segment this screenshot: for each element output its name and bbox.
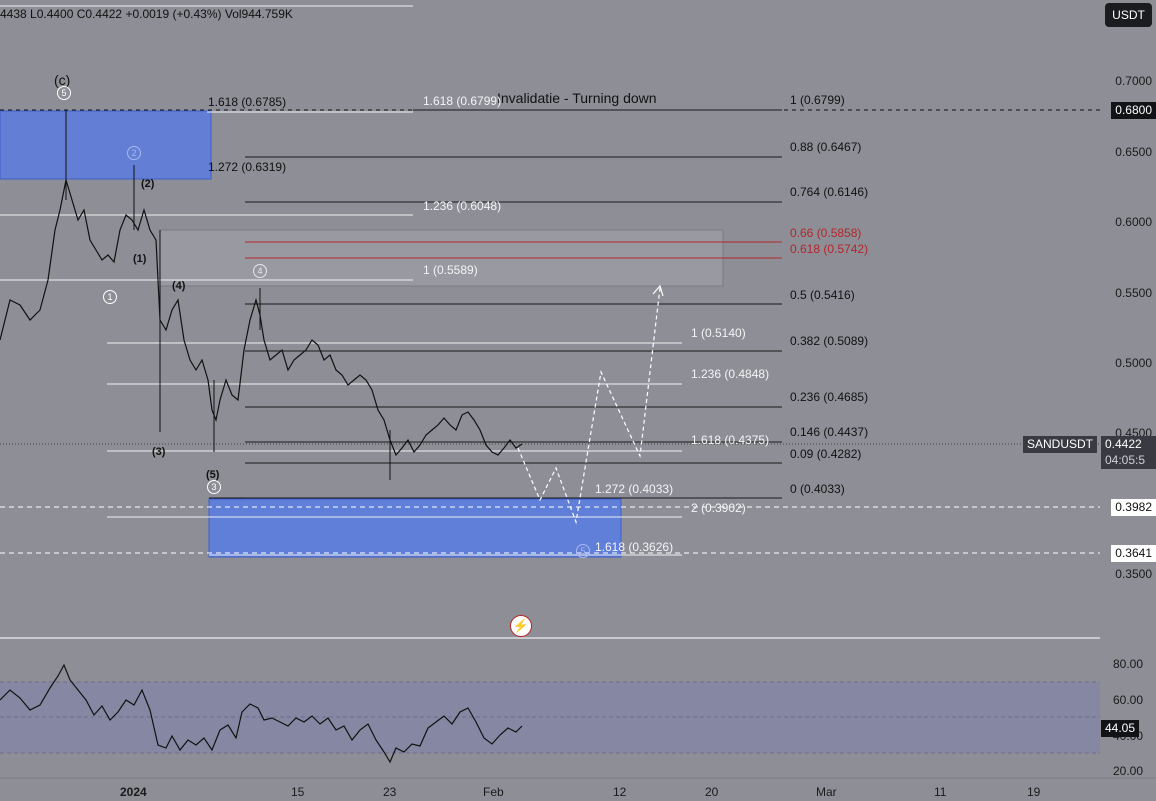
fib-label-left-1272: 1.272 (0.6319) <box>208 160 287 174</box>
fib-label-mid-1b: 1 (0.5140) <box>691 326 746 340</box>
fib-label-right-0618: 0.618 (0.5742) <box>790 242 869 256</box>
symbol-tag: SANDUSDT <box>1023 436 1098 453</box>
price-tick: 0.7000 <box>1115 74 1152 88</box>
wave-label-5: (5) <box>206 469 220 481</box>
fib-label-right-0382: 0.382 (0.5089) <box>790 334 869 348</box>
currency-button[interactable]: USDT <box>1105 3 1152 27</box>
wave-label-3: (3) <box>152 446 166 458</box>
date-tick: Feb <box>483 785 504 799</box>
fib-label-right-05: 0.5 (0.5416) <box>790 288 855 302</box>
wave-circle-5-bottom: 5 <box>576 544 590 558</box>
demand-zone-bottom <box>208 498 622 558</box>
wave-label-4: (4) <box>172 280 186 292</box>
date-tick: 11 <box>934 785 947 799</box>
date-tick: 19 <box>1027 785 1041 799</box>
fib-red-lines <box>245 241 782 259</box>
fib-label-right-0764: 0.764 (0.6146) <box>790 185 869 199</box>
fib-label-left-1618: 1.618 (0.6785) <box>208 95 287 109</box>
fib-label-right-0236: 0.236 (0.4685) <box>790 390 869 404</box>
rsi-tick: 20.00 <box>1112 764 1143 778</box>
projection-path <box>517 287 661 525</box>
lightning-icon[interactable]: ⚡ <box>510 615 532 637</box>
date-tick: 20 <box>705 785 719 799</box>
supply-zone-top <box>0 110 212 180</box>
date-tick: 23 <box>383 785 397 799</box>
price-tag-0680: 0.6800 <box>1111 102 1156 119</box>
date-tick: 12 <box>613 785 627 799</box>
wave-circle-2: 2 <box>127 146 141 160</box>
projection-arrowhead <box>652 284 664 297</box>
fib-label-right-0: 0 (0.4033) <box>790 482 845 496</box>
price-tick: 0.3500 <box>1115 567 1152 581</box>
rsi-tick: 60.00 <box>1112 693 1143 707</box>
ohlc-readout: 4438 L0.4400 C0.4422 +0.0019 (+0.43%) Vo… <box>0 7 293 21</box>
rsi-value-tag: 44.05 <box>1101 720 1140 737</box>
price-tick: 0.6000 <box>1115 215 1152 229</box>
countdown-tag: 04:05:5 <box>1101 452 1156 469</box>
price-tick: 0.5500 <box>1115 286 1152 300</box>
fib-label-right-0146: 0.146 (0.4437) <box>790 425 869 439</box>
price-series <box>0 179 523 457</box>
wave-label-2: (2) <box>141 178 155 190</box>
fib-label-mid-1236a: 1.236 (0.6048) <box>423 199 502 213</box>
rsi-line <box>0 663 523 764</box>
date-tick-2024: 2024 <box>120 785 147 799</box>
price-wicks <box>65 110 391 480</box>
price-tick: 0.5000 <box>1115 356 1152 370</box>
date-tick: 15 <box>291 785 305 799</box>
wave-label-1: (1) <box>133 253 147 265</box>
wave-circle-1: 1 <box>103 290 117 304</box>
fib-label-right-066: 0.66 (0.5858) <box>790 226 862 240</box>
fib-label-mid-1618a: 1.618 (0.6799) <box>423 94 502 108</box>
fib-right-lines <box>245 109 782 499</box>
fib-label-right-088: 0.88 (0.6467) <box>790 140 862 154</box>
fib-label-mid-1236b: 1.236 (0.4848) <box>691 367 770 381</box>
price-tag-03641: 0.3641 <box>1111 545 1156 562</box>
last-price-tag: 0.4422 <box>1101 436 1156 453</box>
invalidation-label: Invalidatie - Turning down <box>497 90 657 106</box>
wave-label-c: (c) <box>54 72 71 88</box>
fib-label-mid-2: 2 (0.3902) <box>691 501 746 515</box>
price-tag-03982: 0.3982 <box>1111 499 1156 516</box>
wave-circle-3: 3 <box>207 480 221 494</box>
fib-label-mid-1272: 1.272 (0.4033) <box>595 482 674 496</box>
rsi-tick: 80.00 <box>1112 657 1143 671</box>
wave-circle-4: 4 <box>253 264 267 278</box>
fib-label-right-009: 0.09 (0.4282) <box>790 447 862 461</box>
date-tick: Mar <box>816 785 837 799</box>
fib-label-mid-1618c: 1.618 (0.3626) <box>595 540 674 554</box>
fib-label-right-1: 1 (0.6799) <box>790 93 845 107</box>
fib-label-mid-1618b: 1.618 (0.4375) <box>691 433 770 447</box>
wave-circle-5-top: 5 <box>57 86 71 100</box>
fib-label-mid-1a: 1 (0.5589) <box>423 263 478 277</box>
price-tick: 0.6500 <box>1115 145 1152 159</box>
